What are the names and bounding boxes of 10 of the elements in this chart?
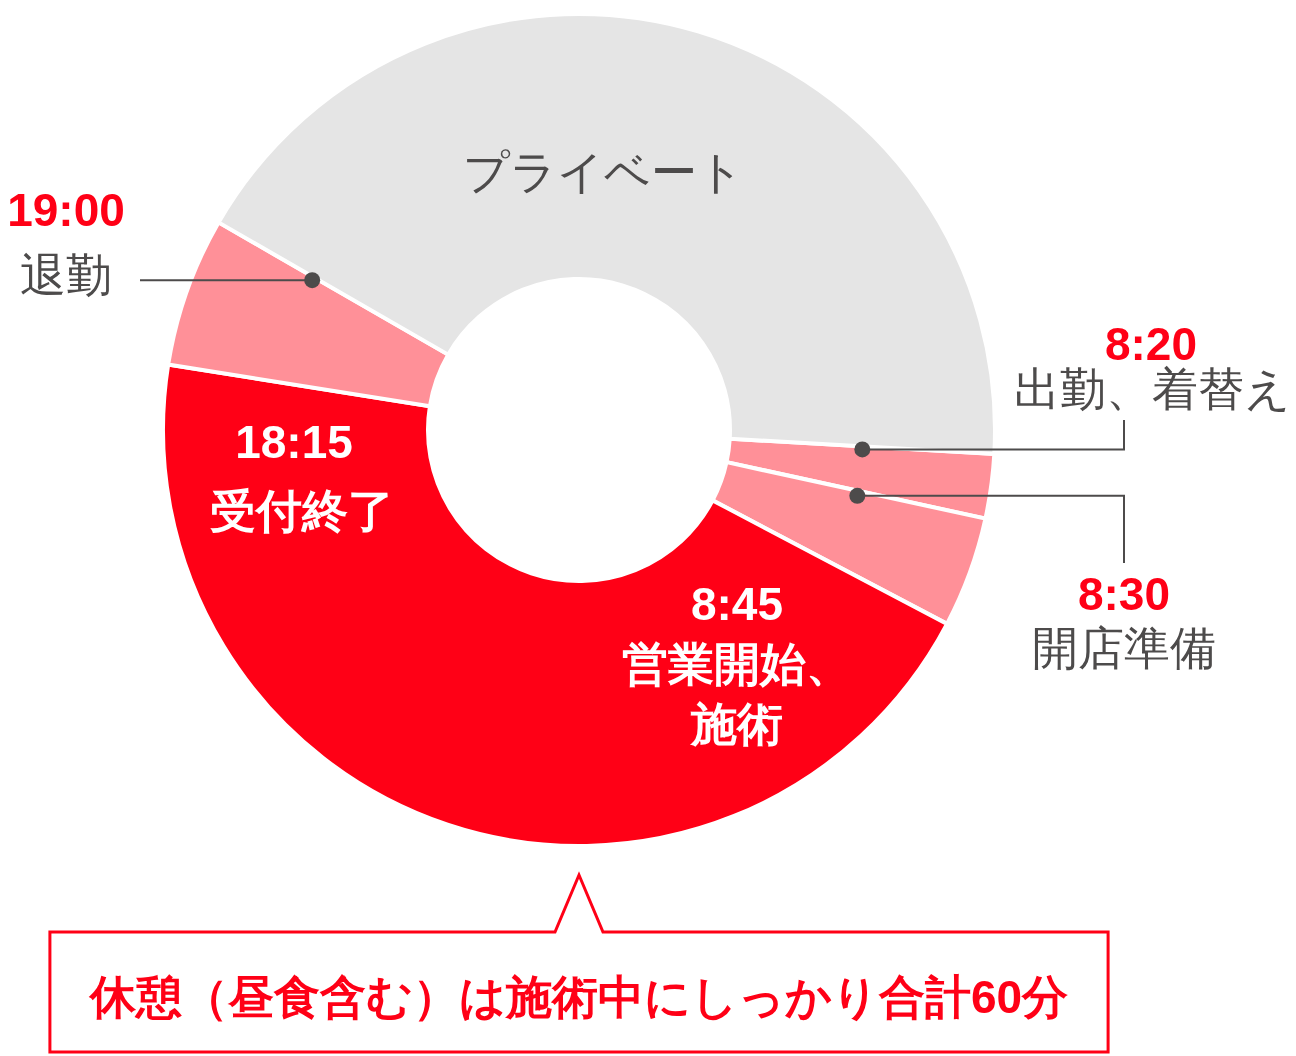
slice-label: 退勤 bbox=[20, 249, 112, 301]
text: 18:15 bbox=[235, 416, 353, 468]
slice-label: 営業開始、施術 bbox=[622, 638, 852, 750]
slice-label: 開店準備 bbox=[1032, 622, 1216, 674]
text: 8:30 bbox=[1077, 568, 1171, 620]
text: 19:00 bbox=[7, 184, 125, 236]
text: 受付終了 bbox=[210, 485, 394, 537]
slice-label: プライベート bbox=[462, 146, 744, 198]
text: 休憩（昼食含む）は施術中にしっかり合計60分 bbox=[87, 971, 1069, 1023]
text: 8:45 bbox=[690, 578, 784, 630]
